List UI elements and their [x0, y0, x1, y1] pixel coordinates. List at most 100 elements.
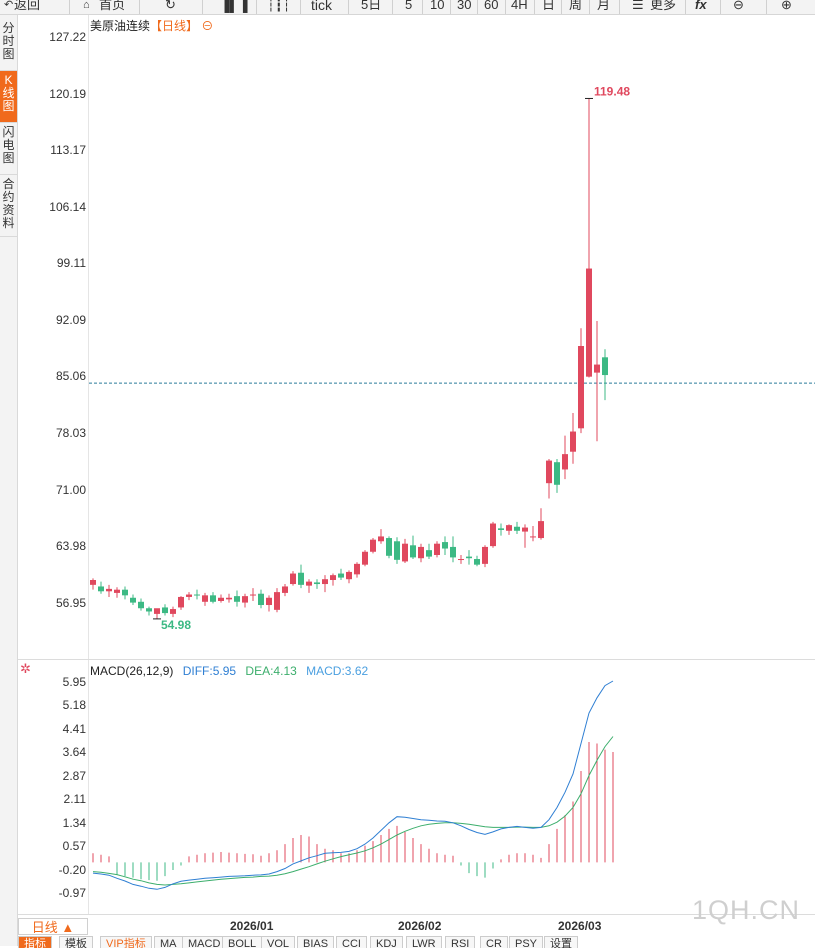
refresh-icon[interactable]: ↻ [165, 0, 176, 12]
price-tick-label: 71.00 [55, 483, 86, 497]
tab-flash[interactable]: 闪 电 图 [0, 123, 17, 175]
tab-timeshare[interactable]: 分 时 图 [0, 19, 17, 71]
period-tick[interactable]: tick [311, 0, 332, 13]
candle-body [434, 543, 440, 555]
zoom-in-icon[interactable]: ⊕ [781, 0, 792, 12]
candle-body [586, 268, 592, 377]
price-tick-label: 113.17 [50, 143, 86, 157]
toolbar-divider [505, 0, 506, 14]
candle-body [194, 594, 200, 596]
candle-body [178, 596, 184, 608]
period-60min[interactable]: 60 [484, 0, 499, 12]
candle-body [482, 546, 488, 564]
low-price-label: 54.98 [161, 618, 191, 632]
period-4h[interactable]: 4H [511, 0, 528, 12]
toolbar-divider [202, 0, 203, 14]
back-button[interactable]: 返回 [14, 0, 41, 12]
zoom-out-icon[interactable]: ⊖ [733, 0, 744, 12]
period-30min[interactable]: 30 [457, 0, 472, 12]
candle-body [570, 431, 576, 452]
tab-cci[interactable]: CCI [336, 936, 367, 948]
price-axis-line [88, 15, 89, 915]
macd-tick-label: 5.95 [62, 675, 86, 689]
macd-tick-label: -0.20 [58, 863, 86, 877]
xaxis-divider [18, 914, 815, 915]
candle-body [322, 579, 328, 585]
candle-chart-icon[interactable]: ┆┇┆ [267, 0, 291, 12]
candle-body [362, 551, 368, 565]
candle-body [258, 593, 264, 606]
candle-body [538, 521, 544, 539]
candle-body [90, 580, 96, 585]
dea-value: DEA:4.13 [245, 664, 297, 678]
chart-title: 美原油连续【日线】 ⊖ [90, 17, 213, 34]
bar-chart-icon[interactable]: ▐▌▐ [220, 0, 248, 12]
tab-template[interactable]: 模板 [59, 936, 93, 948]
period-select-button[interactable]: 日线 ▲ [18, 918, 88, 935]
macd-params: MACD(26,12,9) [90, 664, 174, 678]
tab-contract-info[interactable]: 合 约 资 料 [0, 175, 17, 237]
candle-body [442, 542, 448, 549]
tab-macd[interactable]: MACD [182, 936, 227, 948]
tab-indicator[interactable]: 指标 [18, 936, 52, 948]
tab-boll[interactable]: BOLL [222, 936, 263, 948]
candle-body [330, 575, 336, 581]
tab-label: 资 [2, 203, 15, 217]
tab-settings[interactable]: 设置 [544, 936, 578, 948]
candle-body [98, 586, 104, 592]
candle-body [370, 539, 376, 552]
tab-vol[interactable]: VOL [261, 936, 296, 948]
toolbar-divider [422, 0, 423, 14]
tab-label: 图 [2, 47, 15, 61]
candle-body [274, 592, 280, 610]
more-button[interactable]: 更多 [650, 0, 677, 12]
tab-cr[interactable]: CR [480, 936, 508, 948]
period-10min[interactable]: 10 [430, 0, 445, 12]
tab-vip-indicator[interactable]: VIP指标 [100, 936, 152, 948]
toolbar-divider [619, 0, 620, 14]
toolbar-divider [561, 0, 562, 14]
tab-ma[interactable]: MA [154, 936, 183, 948]
home-button[interactable]: 首页 [99, 0, 126, 12]
macd-tick-label: 3.64 [62, 745, 86, 759]
macd-settings-icon[interactable]: ✲ [20, 661, 31, 676]
candle-body [354, 563, 360, 575]
tab-kdj[interactable]: KDJ [370, 936, 403, 948]
collapse-icon[interactable]: ⊖ [201, 19, 214, 33]
tab-label: 闪 [2, 125, 15, 139]
panel-divider [18, 659, 815, 660]
candle-body [234, 596, 240, 602]
dea-line [92, 736, 614, 886]
candle-body [578, 346, 584, 429]
candle-body [346, 571, 352, 580]
tab-rsi[interactable]: RSI [445, 936, 476, 948]
tab-kline[interactable]: K 线 图 [0, 71, 17, 123]
toolbar-divider [300, 0, 301, 14]
tab-label: 合 [2, 177, 15, 191]
formula-icon[interactable]: fx [695, 0, 707, 12]
tab-label: 图 [2, 99, 15, 113]
toolbar-divider [392, 0, 393, 14]
high-price-label: 119.48 [594, 84, 630, 98]
tab-label: 图 [2, 151, 15, 165]
period-week[interactable]: 周 [569, 0, 583, 12]
candle-body [202, 595, 208, 602]
macd-tick-label: 2.87 [62, 769, 86, 783]
toolbar-divider [69, 0, 70, 14]
period-5day[interactable]: 5日 [361, 0, 382, 12]
candle-body [186, 594, 192, 597]
tab-label: 分 [2, 21, 15, 35]
tab-lwr[interactable]: LWR [406, 936, 442, 948]
macd-tick-label: 2.11 [63, 792, 86, 806]
period-month[interactable]: 月 [597, 0, 611, 12]
macd-legend: MACD(26,12,9) DIFF:5.95 DEA:4.13 MACD:3.… [90, 664, 374, 678]
tab-label: 电 [2, 138, 15, 152]
period-5min[interactable]: 5 [405, 0, 413, 12]
price-tick-label: 56.95 [55, 596, 86, 610]
tab-psy[interactable]: PSY [509, 936, 544, 948]
tab-bias[interactable]: BIAS [297, 936, 335, 948]
back-icon: ↶ [4, 0, 14, 11]
period-day[interactable]: 日 [542, 0, 556, 12]
candle-body [210, 595, 216, 602]
